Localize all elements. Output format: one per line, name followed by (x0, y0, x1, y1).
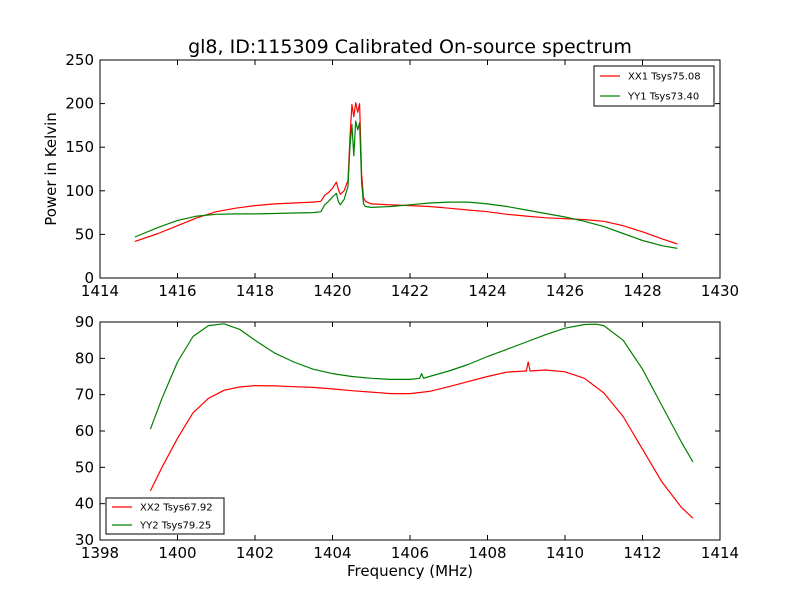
legend-entry-1: XX1 Tsys75.08 (628, 72, 701, 83)
legend-box (593, 65, 715, 107)
y-tick-label: 100 (65, 182, 94, 200)
x-tick-label: 1414 (701, 544, 739, 562)
x-tick-label: 1406 (391, 544, 429, 562)
legend-entry-1: XX2 Tsys67.92 (140, 503, 213, 514)
series-line-2 (134, 120, 678, 249)
x-tick-label: 1424 (468, 282, 506, 300)
x-tick-label: 1422 (391, 282, 429, 300)
y-tick-label: 50 (75, 225, 94, 243)
x-tick-label: 1428 (623, 282, 661, 300)
y-tick-label: 60 (75, 422, 94, 440)
x-tick-label: 1404 (313, 544, 351, 562)
legend-entry-2: YY1 Tsys73.40 (627, 92, 699, 103)
y-tick-label: 30 (75, 531, 94, 549)
series-line-2 (149, 323, 694, 463)
figure-title: gl8, ID:115309 Calibrated On-source spec… (188, 36, 632, 58)
x-tick-label: 1420 (313, 282, 351, 300)
legend-entry-2: YY2 Tsys79.25 (139, 521, 211, 532)
y-tick-label: 40 (75, 495, 94, 513)
y-tick-label: 70 (75, 386, 94, 404)
x-tick-label: 1412 (623, 544, 661, 562)
x-tick-label: 1426 (546, 282, 584, 300)
y-tick-label: 150 (65, 138, 94, 156)
x-tick-label: 1430 (701, 282, 739, 300)
series-line-1 (149, 361, 694, 519)
series-line-1 (134, 102, 678, 245)
x-tick-label: 1402 (236, 544, 274, 562)
x-tick-label: 1414 (81, 282, 119, 300)
y-axis-label: Power in Kelvin (42, 112, 60, 226)
x-tick-label: 1416 (158, 282, 196, 300)
x-tick-label: 1408 (468, 544, 506, 562)
y-tick-label: 90 (75, 313, 94, 331)
x-tick-label: 1398 (81, 544, 119, 562)
x-tick-label: 1400 (158, 544, 196, 562)
y-tick-label: 200 (65, 95, 94, 113)
y-tick-label: 80 (75, 349, 94, 367)
y-tick-label: 250 (65, 51, 94, 69)
top-spectrum-panel: 1414 1416 1418 1420 1422 1424 1426 1428 1430 0 50 1… (65, 51, 739, 300)
y-tick-label: 0 (84, 269, 94, 287)
x-tick-label: 1418 (236, 282, 274, 300)
legend: XX2 Tsys67.92 YY2 Tsys79.25 (105, 497, 225, 535)
legend: XX1 Tsys75.08 YY1 Tsys73.40 (593, 65, 715, 107)
x-axis-label: Frequency (MHz) (347, 562, 473, 580)
bottom-spectrum-panel: 1398 1400 1402 1404 1406 1408 1410 1412 1414 30 40… (75, 313, 739, 562)
x-tick-label: 1410 (546, 544, 584, 562)
y-tick-label: 50 (75, 458, 94, 476)
legend-box (105, 497, 225, 535)
